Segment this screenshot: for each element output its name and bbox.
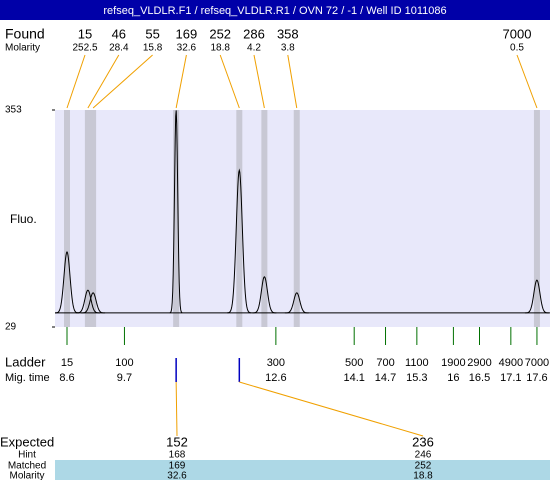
ladder-size: 2900 [467,357,491,369]
found-molarity: 0.5 [510,43,524,54]
found-label: Found [5,26,45,42]
peak [524,279,549,314]
matched-band [55,460,550,471]
found-size: 169 [176,26,198,41]
expected-row-label: Hint [18,450,36,461]
peak [55,251,79,314]
expected-label: Expected [0,434,54,449]
connector [516,54,538,109]
peak-band [261,110,268,327]
found-molarity: 4.2 [247,43,261,54]
found-molarity: 32.6 [177,43,197,54]
y-tick-label: 353 [5,105,22,116]
ladder-size: 1100 [405,357,429,369]
connector [253,54,265,109]
connector [175,54,187,109]
title: refseq_VLDLR.F1 / refseq_VLDLR.R1 / OVN … [103,5,446,17]
ladder-time: 14.7 [375,372,396,384]
y-label: Fluo. [10,212,37,226]
molarity-label: Molarity [5,43,40,54]
found-size: 286 [243,26,265,41]
peak-band [236,110,243,327]
connector [87,54,120,109]
ladder-size: 100 [115,357,133,369]
expected-hint: 246 [415,450,432,461]
title-bar [0,0,550,20]
expected-connector [175,381,178,437]
peak [81,292,106,314]
expected-molarity: 32.6 [167,471,187,480]
peak [227,168,252,314]
expected-size: 152 [166,434,188,449]
ladder-time: 17.1 [500,372,521,384]
found-molarity: 15.8 [143,43,163,54]
found-molarity: 3.8 [281,43,295,54]
expected-row-label: Matched [8,461,46,472]
found-molarity: 252.5 [72,43,97,54]
found-molarity: 18.8 [210,43,230,54]
ladder-time: 9.7 [117,372,132,384]
expected-hint: 168 [169,450,186,461]
peak [252,276,277,314]
found-size: 46 [112,26,126,41]
found-molarity: 28.4 [109,43,129,54]
found-size: 55 [145,26,159,41]
ladder-time: 16.5 [469,372,490,384]
connector [92,54,153,109]
ladder-time: 12.6 [265,372,286,384]
found-size: 7000 [503,26,532,41]
ladder-size: 7000 [525,357,549,369]
plot-area [55,110,550,327]
connector [287,54,298,109]
ladder-time: 16 [447,372,459,384]
ladder-time: 8.6 [59,372,74,384]
peak-band [293,110,300,327]
ladder-label: Ladder [5,354,46,369]
peak-band [64,110,71,327]
found-size: 358 [277,26,299,41]
expected-connector [239,381,424,437]
expected-matched: 169 [169,461,186,472]
migtime-label: Mig. time [5,372,50,384]
peak-band [173,110,180,327]
found-size: 15 [78,26,92,41]
found-size: 252 [209,26,231,41]
peak [284,292,309,314]
expected-row-label: Molarity [9,471,44,480]
peak-band [533,110,540,327]
peak-band [90,110,97,327]
connector [66,54,86,109]
ladder-time: 14.1 [343,372,364,384]
expected-matched: 252 [415,461,432,472]
ladder-size: 700 [376,357,394,369]
ladder-size: 300 [267,357,285,369]
ladder-size: 500 [345,357,363,369]
ladder-size: 4900 [499,357,523,369]
peak-band [84,110,91,327]
ladder-size: 15 [61,357,73,369]
ladder-size: 1900 [441,357,465,369]
connector [219,54,240,109]
molarity-band [55,471,550,480]
ladder-time: 15.3 [406,372,427,384]
expected-molarity: 18.8 [413,471,433,480]
expected-size: 236 [412,434,434,449]
ladder-time: 17.6 [526,372,547,384]
peak [75,289,100,314]
peak [169,110,183,314]
y-tick-label: 29 [5,322,17,333]
